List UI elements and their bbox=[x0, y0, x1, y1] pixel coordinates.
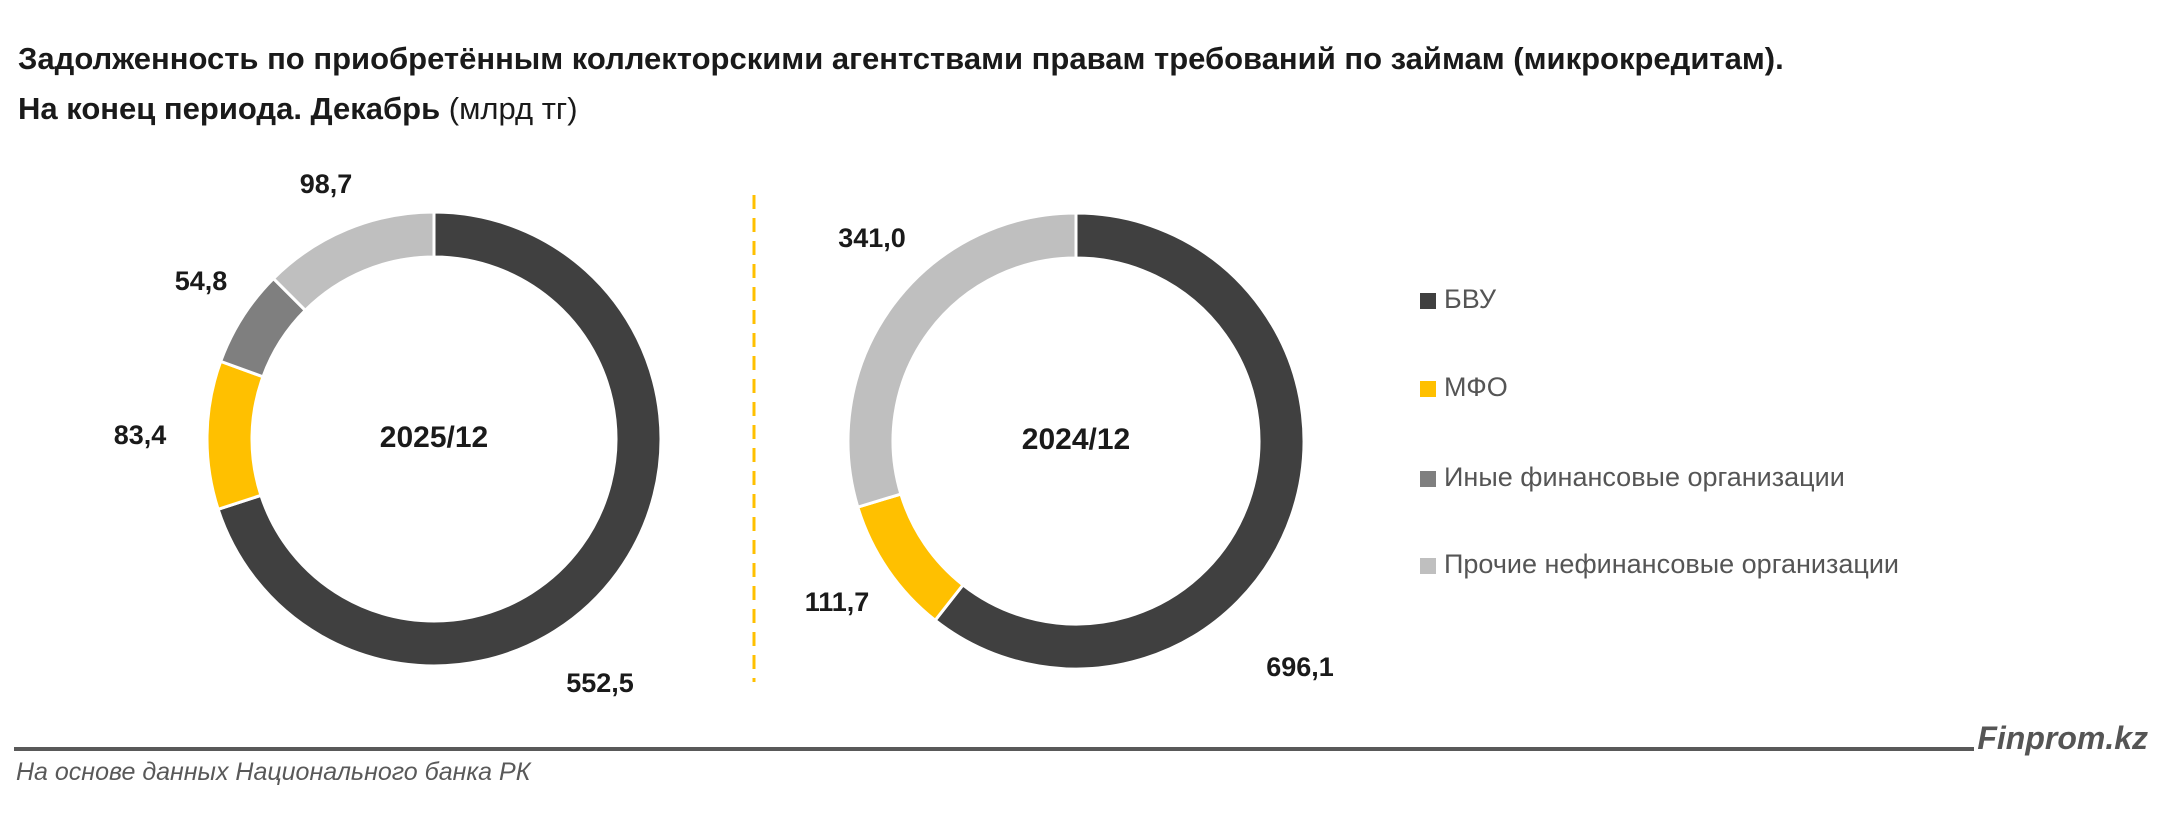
donut-center-label: 2024/12 bbox=[1022, 423, 1130, 456]
donut-slice-бву bbox=[933, 211, 1306, 671]
donut-center-label: 2025/12 bbox=[380, 421, 488, 454]
legend-swatch-бву bbox=[1420, 293, 1436, 309]
legend-label-иные-финансовые-организации: Иные финансовые организации bbox=[1444, 462, 1845, 492]
data-label-прочие-нефинансовые-организации: 341,0 bbox=[838, 223, 906, 253]
donut-chart-2024: 696,1 111,7 341,0 2024/12 bbox=[805, 211, 1334, 682]
legend-swatch-мфо bbox=[1420, 381, 1436, 397]
footer-divider bbox=[14, 747, 1974, 751]
source-note: На основе данных Национального банка РК bbox=[16, 758, 531, 786]
data-label-мфо: 111,7 bbox=[805, 587, 870, 617]
chart-title-unit: (млрд тг) bbox=[448, 91, 578, 126]
donut-slice-прочие-нефинансовые-организации bbox=[846, 211, 1078, 509]
donut-slice-мфо bbox=[205, 359, 265, 512]
chart-title-line1: Задолженность по приобретённым коллектор… bbox=[18, 41, 1784, 76]
data-label-иные-финансовые-организации: 54,8 bbox=[175, 266, 228, 296]
chart-title: Задолженность по приобретённым коллектор… bbox=[18, 34, 1784, 134]
data-label-прочие-нефинансовые-организации: 98,7 bbox=[300, 169, 353, 199]
brand-logo: Finprom.kz bbox=[1977, 720, 2148, 756]
donut-chart-2025: 552,5 83,4 54,8 98,7 2025/12 bbox=[114, 169, 663, 698]
donut-slice-прочие-нефинансовые-организации bbox=[271, 210, 436, 313]
chart-title-period: На конец периода. Декабрь bbox=[18, 91, 441, 126]
legend-swatch-иные-финансовые-организации bbox=[1420, 471, 1436, 487]
chart-title-line2: На конец периода. Декабрь (млрд тг) bbox=[18, 84, 1784, 134]
legend-label-бву: БВУ bbox=[1444, 284, 1497, 314]
donut-slice-мфо bbox=[855, 492, 966, 623]
donut-slice-бву bbox=[216, 210, 663, 668]
legend-label-прочие-нефинансовые-организации: Прочие нефинансовые организации bbox=[1444, 549, 1899, 579]
legend-label-мфо: МФО bbox=[1444, 372, 1508, 402]
data-label-бву: 696,1 bbox=[1266, 652, 1334, 682]
legend-swatch-прочие-нефинансовые-организации bbox=[1420, 558, 1436, 574]
data-label-мфо: 83,4 bbox=[114, 420, 167, 450]
chart-legend: БВУ МФО Иные финансовые организации Прочие … bbox=[1420, 284, 1899, 579]
data-label-бву: 552,5 bbox=[566, 668, 634, 698]
